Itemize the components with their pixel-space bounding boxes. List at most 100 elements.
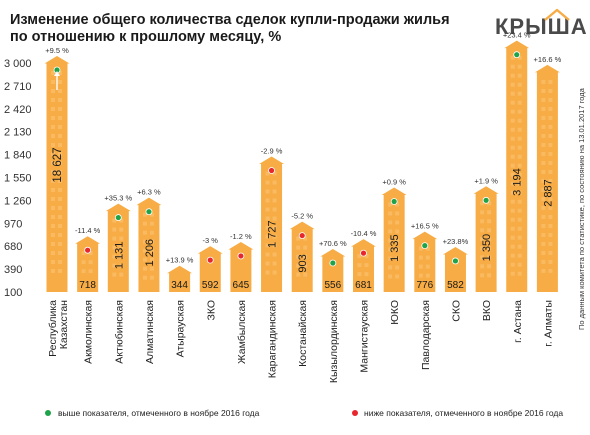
marker-up — [514, 52, 520, 58]
bar-window — [51, 179, 55, 183]
bar-window — [51, 107, 55, 111]
category-label: СКО — [450, 300, 462, 322]
pct-label: -3 % — [203, 236, 219, 245]
bar-window — [510, 118, 515, 123]
bar-group: +23.8% 582 — [443, 237, 469, 292]
marker-up — [452, 258, 459, 264]
bar-window — [357, 263, 362, 268]
bar-roof — [136, 197, 162, 206]
bar-window — [303, 263, 308, 268]
bar-window — [480, 246, 485, 251]
pct-label: -5.2 % — [291, 212, 313, 221]
bar-window — [425, 273, 430, 278]
value-label: 3 194 — [512, 168, 524, 196]
value-label: 1 206 — [144, 239, 156, 267]
bar-window — [541, 115, 546, 120]
bar-window — [517, 235, 522, 240]
bar-window — [541, 106, 546, 111]
marker-down — [85, 247, 91, 253]
bar-window — [517, 172, 522, 177]
bar-window — [548, 259, 553, 264]
bar-window — [119, 263, 124, 268]
bar-window — [142, 221, 147, 226]
bar-window — [418, 255, 423, 260]
bar-window — [517, 109, 522, 114]
bar-window — [517, 262, 522, 267]
bar-window — [548, 268, 553, 273]
legend-red-dot — [352, 410, 358, 416]
bar-window — [272, 261, 277, 266]
pct-label: -10.4 % — [351, 229, 377, 238]
pct-label: +70.6 % — [319, 239, 347, 248]
bar-window — [548, 205, 553, 210]
bar-window — [480, 255, 485, 260]
bar-window — [548, 250, 553, 255]
legend-above: выше показателя, отмеченного в ноябре 20… — [58, 408, 260, 418]
bar-roof — [534, 64, 560, 73]
bar-window — [517, 226, 522, 231]
bar-window — [510, 82, 515, 87]
pct-label: +35.3 % — [104, 194, 132, 203]
bar-roof — [473, 186, 499, 194]
category-label: Атырауская — [175, 300, 187, 357]
marker-up — [391, 198, 397, 205]
bar-roof — [289, 221, 315, 230]
bar-window — [548, 133, 553, 138]
bar-window — [265, 216, 270, 221]
bar-window — [510, 190, 515, 195]
bar-window — [112, 245, 117, 250]
bar-window — [510, 55, 515, 60]
bar-window — [272, 243, 277, 248]
bar-window — [541, 259, 546, 264]
bar-window — [548, 106, 553, 111]
bar-window — [58, 107, 62, 111]
bar-group: +70.6 % 556 — [319, 239, 347, 292]
bar-window — [265, 261, 270, 266]
bar-window — [541, 268, 546, 273]
bar-window — [272, 171, 277, 176]
title-line: Изменение общего количества сделок купли… — [10, 12, 450, 28]
bar-window — [58, 89, 62, 93]
bar-window — [388, 211, 393, 216]
x-axis-labels: РеспубликаКазахстан Акмолинская Актюбинска… — [47, 300, 554, 383]
bar-window — [510, 154, 515, 159]
bar-window — [548, 223, 553, 228]
bar-window — [541, 223, 546, 228]
bar-window — [51, 215, 55, 219]
bar — [199, 253, 221, 292]
bar-window — [487, 210, 492, 215]
bar-window — [58, 170, 62, 174]
bar-window — [303, 236, 308, 241]
marker-down — [268, 167, 275, 174]
bar-window — [517, 73, 522, 78]
bar-window — [395, 256, 400, 261]
category-label: Актюбинская — [113, 300, 125, 364]
bar-window — [272, 270, 277, 275]
bar-window — [418, 273, 423, 278]
bar-window — [51, 143, 55, 147]
y-tick-label: 1 260 — [4, 195, 32, 207]
bar-window — [510, 100, 515, 105]
bar-window — [112, 236, 117, 241]
bar-window — [510, 262, 515, 267]
bar-window — [265, 252, 270, 257]
category-label: Павлодарская — [420, 300, 432, 370]
category-label: ВКО — [481, 300, 493, 321]
bar-window — [517, 118, 522, 123]
bar-window — [149, 221, 154, 226]
category-label: ЮКО — [389, 300, 401, 325]
bar-window — [510, 181, 515, 186]
bar-window — [51, 125, 55, 129]
overflow-arrow-head — [54, 71, 60, 76]
bar-window — [510, 253, 515, 258]
bar-window — [541, 250, 546, 255]
bar-window — [480, 237, 485, 242]
bar-window — [517, 91, 522, 96]
bar-window — [388, 202, 393, 207]
bar-window — [541, 241, 546, 246]
logo-roof-icon — [544, 8, 570, 21]
bar-window — [487, 237, 492, 242]
bar-window — [395, 247, 400, 252]
bar-window — [487, 246, 492, 251]
bar — [444, 253, 466, 292]
